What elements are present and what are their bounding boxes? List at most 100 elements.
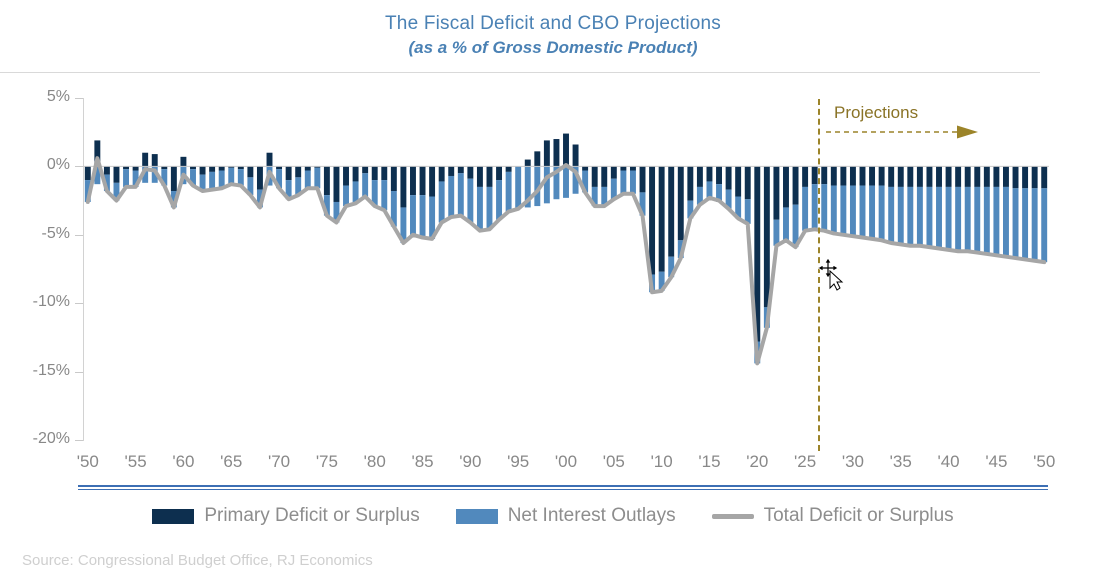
legend-item[interactable]: Total Deficit or Surplus (711, 505, 954, 527)
bar-primary-deficit (343, 166, 349, 186)
bar-primary-deficit (438, 166, 445, 182)
y-tick-mark (75, 303, 83, 305)
bar-primary-deficit (276, 166, 283, 170)
bar-primary-deficit (1003, 166, 1009, 187)
bar-primary-deficit (974, 166, 981, 187)
bar-net-interest (343, 185, 349, 207)
bar-net-interest (285, 180, 292, 200)
bar-net-interest (496, 180, 503, 220)
bar-primary-deficit (1022, 166, 1029, 189)
y-tick-mark (75, 166, 83, 168)
bar-primary-deficit (830, 166, 837, 186)
bar-net-interest (687, 200, 694, 219)
legend-label: Net Interest Outlays (507, 505, 676, 526)
bar-primary-deficit (496, 166, 503, 181)
bar-primary-deficit (142, 152, 149, 167)
bar-primary-deficit (113, 166, 120, 183)
bar-primary-deficit (352, 166, 359, 182)
bar-primary-deficit (849, 166, 856, 186)
bar-net-interest (467, 178, 474, 223)
bar-net-interest (916, 186, 923, 246)
x-tick-label: '45 (985, 452, 1008, 471)
bar-primary-deficit (620, 166, 627, 171)
bar-net-interest (572, 166, 579, 194)
legend-item[interactable]: Primary Deficit or Surplus (152, 505, 420, 527)
bar-primary-deficit (687, 166, 694, 201)
bar-primary-deficit (802, 166, 809, 187)
bar-primary-deficit (735, 166, 742, 197)
bar-primary-deficit (467, 166, 474, 179)
x-tick-label: '10 (650, 452, 673, 471)
bar-net-interest (926, 186, 933, 248)
bar-primary-deficit (993, 166, 1000, 187)
bar-net-interest (1031, 188, 1038, 261)
bar-primary-deficit (897, 166, 904, 187)
bar-net-interest (610, 178, 617, 200)
bar-net-interest (228, 167, 235, 185)
bar-net-interest (209, 171, 216, 190)
bar-primary-deficit (448, 166, 455, 176)
bar-net-interest (123, 169, 129, 187)
chart-legend: Primary Deficit or Surplus Net Interest O… (0, 505, 1106, 527)
bar-primary-deficit (840, 166, 847, 186)
x-tick-label: '30 (841, 452, 864, 471)
bar-net-interest (142, 166, 149, 183)
projections-arrow-icon (826, 125, 978, 139)
x-tick-label: '90 (459, 452, 482, 471)
bar-net-interest (677, 240, 684, 259)
bar-primary-deficit (132, 166, 139, 171)
legend-swatch-icon (152, 508, 195, 524)
bar-primary-deficit (543, 140, 550, 167)
bar-net-interest (811, 184, 818, 230)
header-divider (0, 72, 1040, 73)
bar-net-interest (476, 186, 483, 231)
bar-net-interest (515, 166, 522, 209)
bar-primary-deficit (371, 166, 378, 181)
line-total-deficit (85, 156, 1047, 366)
x-tick-label: '15 (698, 452, 721, 471)
bar-net-interest (553, 166, 560, 200)
bar-net-interest (256, 189, 263, 208)
legend-item[interactable]: Net Interest Outlays (455, 505, 676, 527)
bar-net-interest (276, 169, 283, 189)
bar-net-interest (247, 177, 254, 196)
bar-net-interest (448, 175, 455, 218)
x-tick-label: '70 (267, 452, 291, 471)
bar-net-interest (170, 191, 177, 208)
bar-primary-deficit (209, 166, 216, 172)
bar-net-interest (218, 170, 225, 189)
bar-net-interest (486, 186, 493, 230)
bar-primary-deficit (572, 144, 579, 167)
bar-net-interest (151, 166, 158, 183)
bar-primary-deficit (295, 166, 302, 178)
bar-primary-deficit (1041, 166, 1048, 189)
bar-primary-deficit (410, 166, 416, 196)
x-tick-label: '80 (363, 452, 386, 471)
bar-primary-deficit (725, 166, 732, 190)
x-axis-rule-lower (78, 489, 1048, 490)
x-tick-label: '05 (602, 452, 625, 471)
bar-primary-deficit (534, 151, 541, 167)
bar-primary-deficit (151, 154, 158, 167)
bar-net-interest (936, 186, 942, 249)
bar-primary-deficit (170, 166, 177, 192)
bar-primary-deficit (955, 166, 962, 187)
bar-net-interest (1012, 188, 1019, 260)
bar-net-interest (438, 181, 445, 223)
x-tick-label: '35 (889, 452, 912, 471)
y-tick-label: -10% (32, 293, 70, 311)
legend-swatch-icon (455, 508, 498, 524)
bar-net-interest (620, 170, 627, 194)
bar-net-interest (132, 170, 139, 187)
bar-net-interest (419, 195, 426, 238)
y-tick-label: 0% (46, 156, 70, 174)
bar-primary-deficit (582, 166, 589, 171)
move-cursor-icon (818, 258, 844, 291)
bar-primary-deficit (888, 166, 895, 187)
bar-primary-deficit (754, 166, 761, 342)
bar-net-interest (639, 192, 646, 216)
bar-net-interest (362, 173, 369, 197)
bar-net-interest (94, 166, 101, 185)
bar-primary-deficit (773, 166, 780, 220)
bar-net-interest (955, 186, 962, 252)
